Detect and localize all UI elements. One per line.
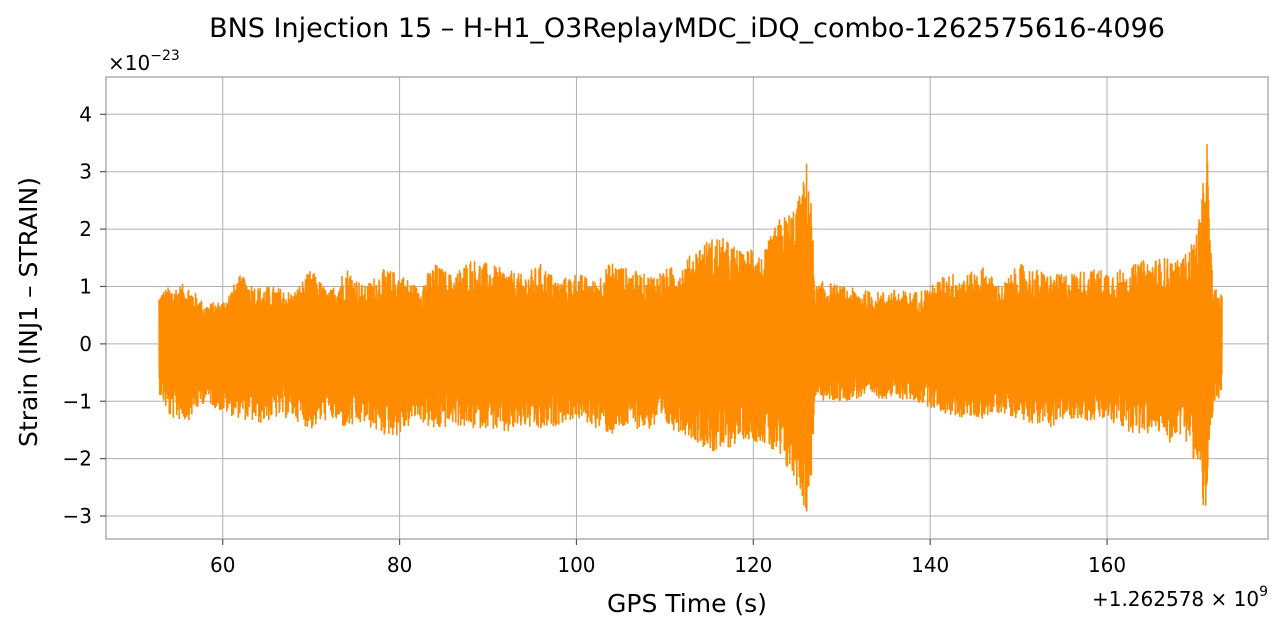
svg-text:+1.262578 × 109: +1.262578 × 109 bbox=[1092, 584, 1268, 611]
x-tick-label: 120 bbox=[734, 553, 772, 577]
plot-frame bbox=[105, 76, 1269, 540]
y-scale-base: ×10 bbox=[108, 51, 150, 75]
x-tick-label: 80 bbox=[387, 553, 412, 577]
x-tick-label: 60 bbox=[210, 553, 235, 577]
x-axis-label: GPS Time (s) bbox=[607, 589, 767, 618]
x-tick-label: 140 bbox=[911, 553, 949, 577]
y-tick-label: −2 bbox=[63, 447, 92, 471]
x-tick-label: 100 bbox=[557, 553, 595, 577]
y-tick-label: 0 bbox=[79, 332, 92, 356]
y-scale-exponent: −23 bbox=[150, 48, 180, 64]
y-tick-label: −1 bbox=[63, 389, 92, 413]
svg-text:×10−23: ×10−23 bbox=[108, 48, 180, 75]
strain-series-line bbox=[158, 143, 1223, 512]
y-tick-label: 4 bbox=[79, 102, 92, 126]
x-offset-factor: +1.262578 × 109 bbox=[1092, 584, 1268, 611]
chart-title: BNS Injection 15 – H-H1_O3ReplayMDC_iDQ_… bbox=[209, 13, 1165, 44]
strain-series bbox=[158, 143, 1223, 512]
y-tick-label: −3 bbox=[63, 504, 92, 528]
y-tick-label: 2 bbox=[79, 217, 92, 241]
x-axis-ticks: 60 80 100 120 140 160 bbox=[210, 539, 1126, 577]
y-axis-label: Strain (INJ1 – STRAIN) bbox=[14, 177, 43, 447]
y-tick-label: 1 bbox=[79, 274, 92, 298]
x-tick-label: 160 bbox=[1088, 553, 1126, 577]
x-offset-base: +1.262578 × 10 bbox=[1092, 587, 1259, 611]
y-tick-label: 3 bbox=[79, 160, 92, 184]
y-axis-ticks: −3 −2 −1 0 1 2 3 4 bbox=[63, 102, 106, 528]
x-offset-exponent: 9 bbox=[1259, 584, 1268, 600]
y-scale-factor: ×10−23 bbox=[108, 48, 180, 75]
